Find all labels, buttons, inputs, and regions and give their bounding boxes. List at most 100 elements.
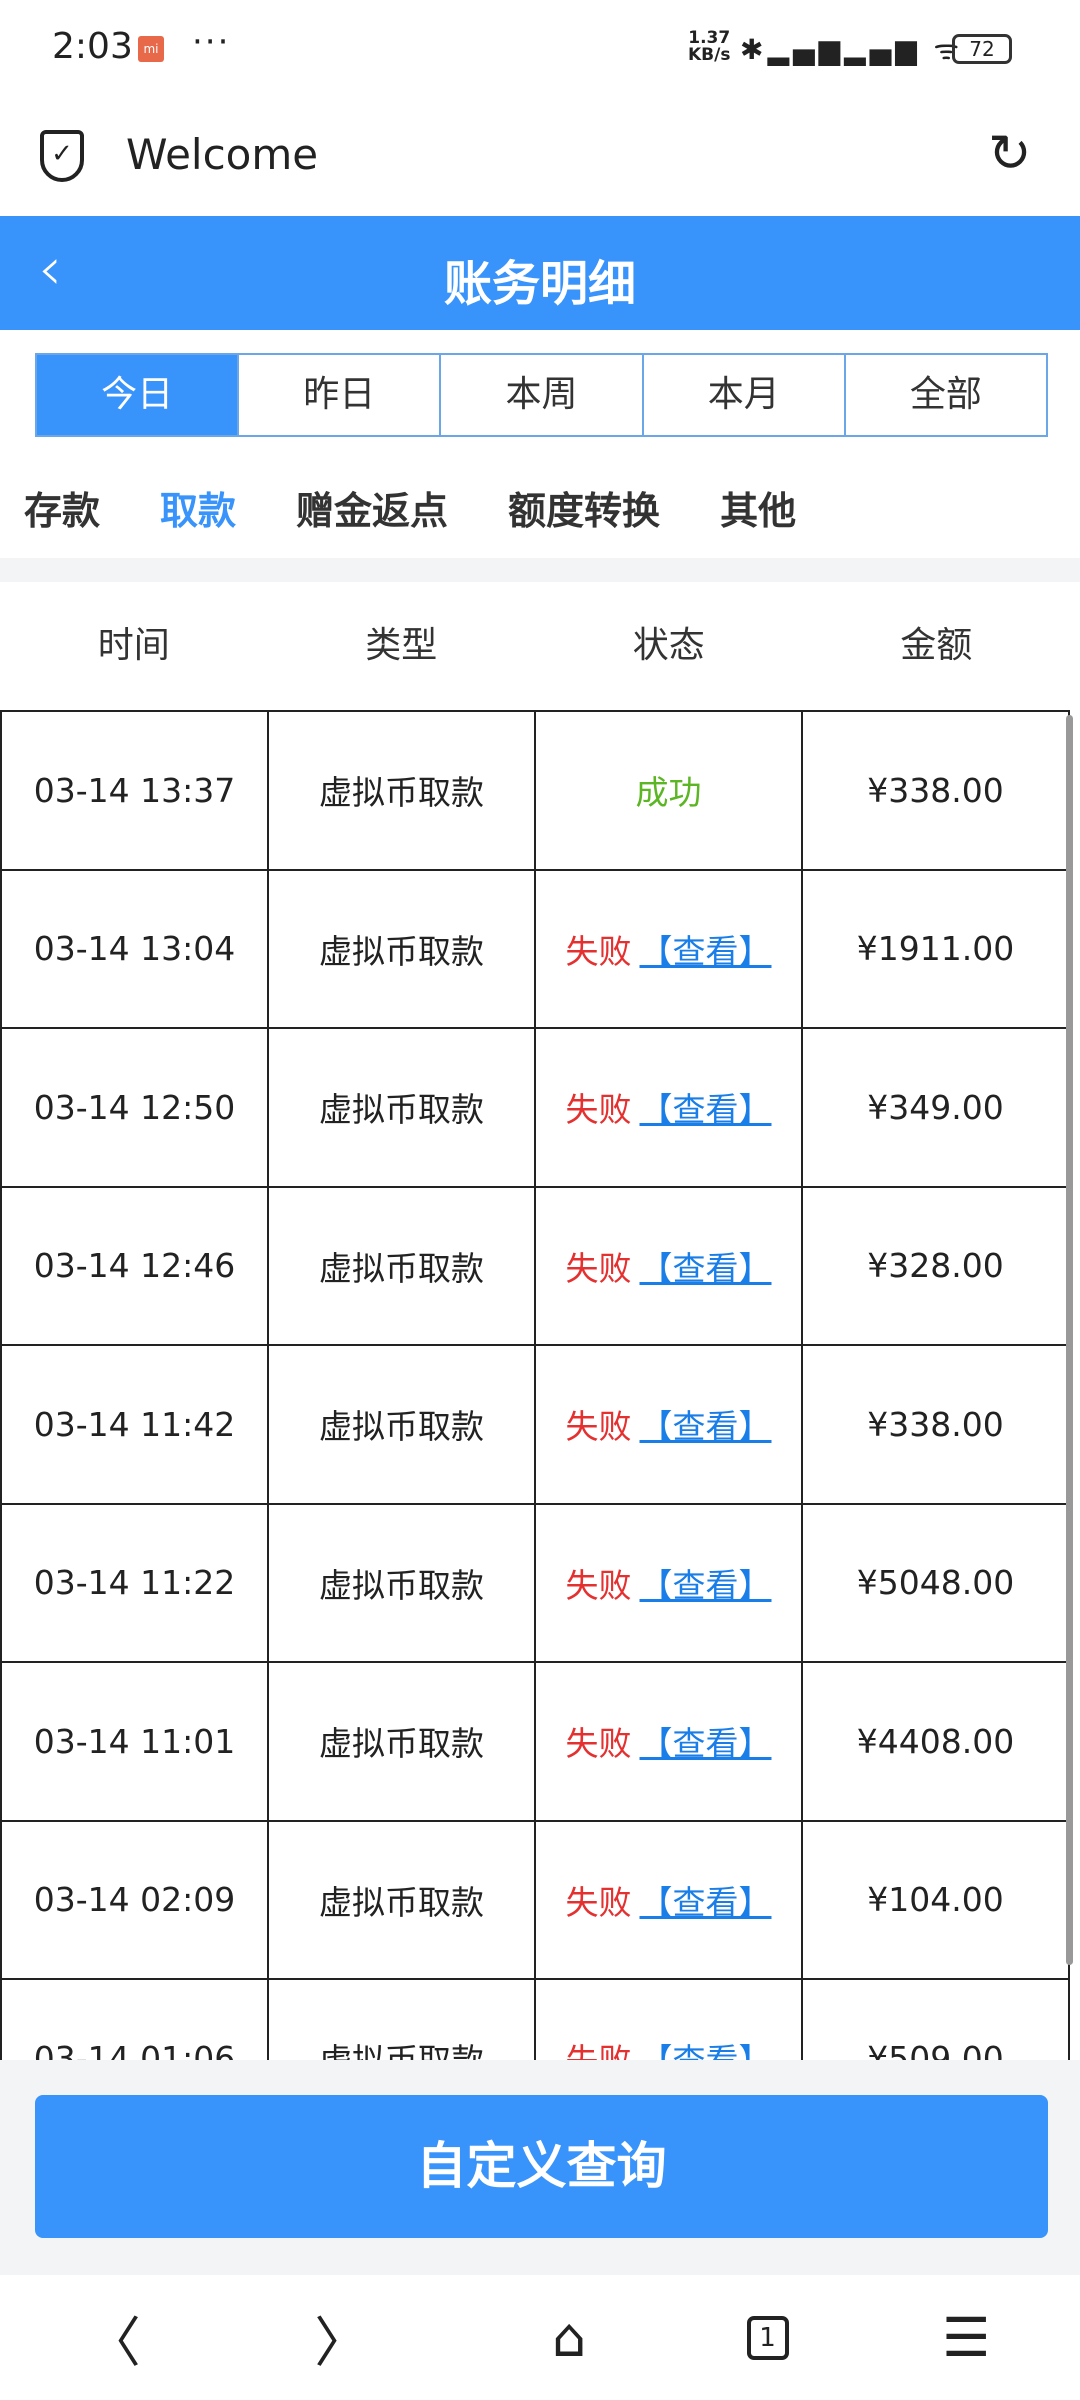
cell-amount: ¥338.00 — [801, 1346, 1070, 1503]
table-row: 03-14 13:04 虚拟币取款 失败 【查看】 ¥1911.00 — [0, 870, 1070, 1029]
browser-bar: ✓ Welcome ↻ — [0, 100, 1080, 216]
speed-value: 1.37 — [688, 28, 731, 48]
category-tabs: 存款 取款 赠金返点 额度转换 其他 — [24, 480, 856, 535]
browser-nav: 〈 〉 ⌂ 1 ☰ — [0, 2275, 1080, 2400]
speed-unit: KB/s — [688, 45, 731, 65]
status-text: 失败 — [565, 1565, 632, 1605]
view-link[interactable]: 【查看】 — [640, 2034, 772, 2060]
battery-icon: 72 — [952, 34, 1012, 64]
status-text: 失败 — [565, 1724, 632, 1764]
period-week[interactable]: 本周 — [439, 355, 641, 435]
table-row: 03-14 11:22 虚拟币取款 失败 【查看】 ¥5048.00 — [0, 1504, 1070, 1663]
cell-type: 虚拟币取款 — [267, 1821, 534, 1978]
view-link[interactable]: 【查看】 — [639, 1248, 772, 1288]
header-time: 时间 — [97, 625, 170, 666]
view-link[interactable]: 【查看】 — [639, 1407, 772, 1447]
status-text: 失败 — [565, 1407, 632, 1447]
cell-amount: ¥5048.00 — [801, 1504, 1070, 1661]
menu-icon[interactable]: ☰ — [941, 2306, 991, 2369]
mi-notification-icon: mi — [138, 36, 164, 62]
cell-amount: ¥4408.00 — [801, 1663, 1070, 1820]
period-tabs: 今日 昨日 本周 本月 全部 — [35, 353, 1048, 437]
cell-amount: ¥1911.00 — [801, 870, 1070, 1027]
view-link[interactable]: 【查看】 — [639, 1724, 772, 1764]
cell-status: 失败【查看】 — [534, 1663, 801, 1820]
view-link[interactable]: 【查看】 — [639, 1565, 772, 1605]
home-icon[interactable]: ⌂ — [551, 2306, 587, 2369]
cell-amount: ¥104.00 — [801, 1821, 1070, 1978]
status-text: 失败 — [565, 1090, 632, 1130]
reload-icon[interactable]: ↻ — [988, 124, 1032, 184]
cell-time: 03-14 11:22 — [0, 1504, 267, 1661]
period-yesterday[interactable]: 昨日 — [237, 355, 439, 435]
cell-amount: ¥349.00 — [801, 1029, 1070, 1186]
transactions-table: 03-14 13:37 虚拟币取款 成功 ¥338.00 03-14 13:04 … — [0, 710, 1070, 2060]
tab-bonus[interactable]: 赠金返点 — [296, 489, 449, 533]
back-icon[interactable]: ‹ — [38, 234, 62, 304]
view-link[interactable]: 【查看】 — [639, 931, 772, 971]
status-text: 成功 — [635, 773, 702, 813]
table-header: 时间 类型 状态 金额 — [0, 582, 1070, 710]
table-row: 03-14 13:37 虚拟币取款 成功 ¥338.00 — [0, 712, 1070, 871]
cell-amount: ¥338.00 — [801, 712, 1070, 869]
table-row: 03-14 01:06 虚拟币取款 失败【查看】 ¥509.00 — [0, 1980, 1070, 2060]
cell-time: 03-14 11:42 — [0, 1346, 267, 1503]
cell-time: 03-14 13:37 — [0, 712, 267, 869]
scrollbar[interactable] — [1066, 715, 1073, 1965]
header-title: 账务明细 — [443, 256, 636, 312]
cell-type: 虚拟币取款 — [267, 1504, 534, 1661]
status-text: 失败 — [565, 1248, 632, 1288]
status-bar: 2:03 mi ··· 1.37 KB/s ✱▂▄▆▂▄▆ ᯤ 72 — [0, 0, 1080, 100]
cell-type: 虚拟币取款 — [267, 1980, 534, 2060]
signal-wifi-icons: ✱▂▄▆▂▄▆ ᯤ — [740, 33, 964, 66]
tabs-icon[interactable]: 1 — [746, 2315, 789, 2360]
nav-back-icon[interactable]: 〈 — [86, 2311, 141, 2374]
clock: 2:03 — [52, 26, 133, 67]
header-status: 状态 — [632, 625, 705, 666]
tab-withdraw[interactable]: 取款 — [160, 489, 237, 533]
cell-type: 虚拟币取款 — [267, 1663, 534, 1820]
cell-amount: ¥328.00 — [801, 1187, 1070, 1344]
table-row: 03-14 12:46 虚拟币取款 失败 【查看】 ¥328.00 — [0, 1187, 1070, 1346]
cell-type: 虚拟币取款 — [267, 1029, 534, 1186]
tab-transfer[interactable]: 额度转换 — [508, 489, 661, 533]
cell-status: 失败【查看】 — [534, 1980, 801, 2060]
shield-check-icon[interactable]: ✓ — [40, 130, 84, 182]
page-title: Welcome — [126, 130, 319, 179]
custom-query-button[interactable]: 自定义查询 — [35, 2095, 1048, 2238]
cell-time: 03-14 12:50 — [0, 1029, 267, 1186]
status-text: 失败 — [565, 1882, 632, 1922]
cell-status: 失败【查看】 — [534, 1821, 801, 1978]
nav-forward-icon[interactable]: 〉 — [314, 2311, 369, 2374]
cell-type: 虚拟币取款 — [267, 1346, 534, 1503]
cell-status: 成功 — [534, 712, 801, 869]
period-all[interactable]: 全部 — [843, 355, 1046, 435]
view-link[interactable]: 【查看】 — [639, 1882, 772, 1922]
tab-deposit[interactable]: 存款 — [24, 489, 101, 533]
period-today[interactable]: 今日 — [37, 355, 238, 435]
status-text: 失败 — [565, 931, 632, 971]
cell-amount: ¥509.00 — [801, 1980, 1070, 2060]
cell-type: 虚拟币取款 — [267, 870, 534, 1027]
table-row: 03-14 12:50 虚拟币取款 失败 【查看】 ¥349.00 — [0, 1029, 1070, 1188]
header-amount: 金额 — [900, 625, 973, 666]
view-link[interactable]: 【查看】 — [639, 1090, 772, 1130]
status-text: 失败 — [566, 2034, 632, 2060]
more-notifications-icon: ··· — [192, 22, 231, 62]
cell-time: 03-14 13:04 — [0, 870, 267, 1027]
period-month[interactable]: 本月 — [641, 355, 844, 435]
app-header: 账务明细 ‹ — [0, 216, 1080, 330]
cell-time: 03-14 11:01 — [0, 1663, 267, 1820]
cell-time: 03-14 12:46 — [0, 1187, 267, 1344]
cell-time: 03-14 01:06 — [0, 1980, 267, 2060]
table-row: 03-14 11:42 虚拟币取款 失败 【查看】 ¥338.00 — [0, 1346, 1070, 1505]
cell-status: 失败【查看】 — [534, 1346, 801, 1503]
cell-time: 03-14 02:09 — [0, 1821, 267, 1978]
tab-other[interactable]: 其他 — [720, 489, 797, 533]
network-speed: 1.37 KB/s — [688, 30, 730, 64]
cell-status: 失败【查看】 — [534, 870, 801, 1027]
cell-type: 虚拟币取款 — [267, 712, 534, 869]
divider — [0, 558, 1080, 582]
cell-status: 失败【查看】 — [534, 1029, 801, 1186]
table-row: 03-14 02:09 虚拟币取款 失败 【查看】 ¥104.00 — [0, 1821, 1070, 1980]
